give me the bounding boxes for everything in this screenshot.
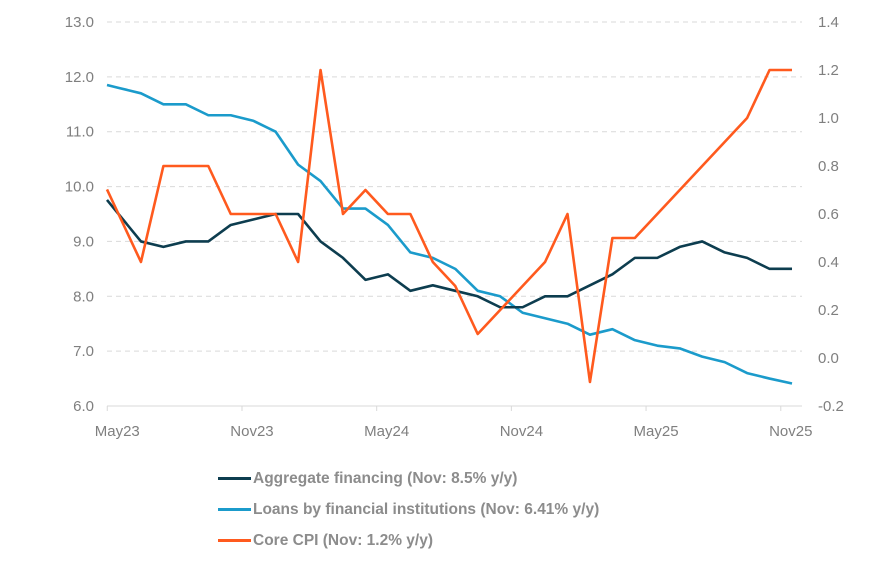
series-line-2 [105,68,792,384]
y-left-tick-label: 13.0 [65,14,94,31]
y-right-tick-label: 0.6 [818,206,839,223]
y-left-tick-label: 9.0 [73,233,94,250]
legend-swatch [218,477,251,480]
legend: Aggregate financing (Nov: 8.5% y/y) Loan… [218,463,599,556]
legend-label: Aggregate financing (Nov: 8.5% y/y) [253,469,518,487]
x-tick-label: May25 [634,423,679,440]
legend-label: Core CPI (Nov: 1.2% y/y) [253,531,434,549]
legend-item-aggregate-financing: Aggregate financing (Nov: 8.5% y/y) [218,463,599,494]
x-tick-label: Nov23 [230,423,273,440]
y-left-tick-label: 10.0 [65,179,94,196]
y-right-tick-label: 0.4 [818,254,839,271]
y-right-tick-label: -0.2 [818,398,844,415]
chart: May23 Nov23 May24 Nov24 May25 Nov25 6.0 7.0 8.0… [65,14,844,440]
y-right-tick-label: 1.0 [818,110,839,127]
x-tick-label: May23 [95,423,140,440]
y-right-tick-label: 1.4 [818,14,839,31]
series-line-0 [105,199,792,309]
series-lines [105,68,793,385]
y-axis-right: -0.2 0.0 0.2 0.4 0.6 0.8 1.0 1.2 1.4 [818,14,844,415]
legend-item-core-cpi: Core CPI (Nov: 1.2% y/y) [218,525,599,556]
legend-item-loans: Loans by financial institutions (Nov: 6.… [218,494,599,525]
legend-swatch [218,539,251,542]
y-right-tick-label: 0.2 [818,302,839,319]
legend-label: Loans by financial institutions (Nov: 6.… [253,500,600,518]
y-left-tick-label: 7.0 [73,343,94,360]
y-left-tick-label: 8.0 [73,288,94,305]
y-right-tick-label: 0.8 [818,158,839,175]
gridlines [107,21,802,352]
y-axis-left: 6.0 7.0 8.0 9.0 10.0 11.0 12.0 13.0 [65,14,94,415]
y-left-tick-label: 11.0 [66,124,94,141]
y-right-tick-label: 1.2 [818,62,839,79]
x-tick-label: Nov24 [500,423,543,440]
series-line-1 [106,83,793,385]
legend-swatch [218,508,251,511]
y-left-tick-label: 6.0 [73,398,94,415]
y-right-tick-label: 0.0 [818,350,839,367]
y-left-tick-label: 12.0 [65,69,94,86]
x-tick-label: Nov25 [769,423,812,440]
x-axis: May23 Nov23 May24 Nov24 May25 Nov25 [95,405,812,440]
x-tick-label: May24 [364,423,409,440]
